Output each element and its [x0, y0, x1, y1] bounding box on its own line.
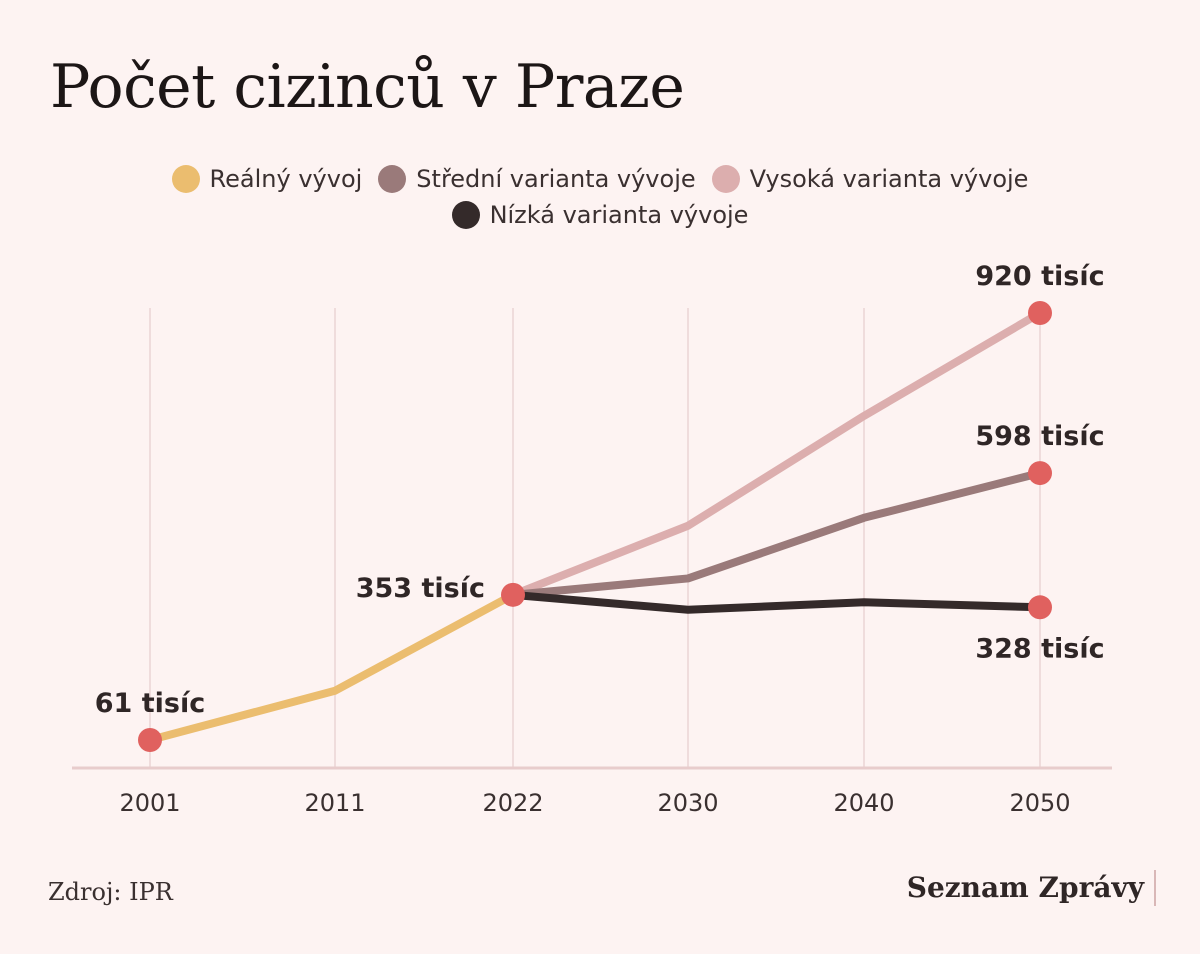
series-line — [509, 469, 1044, 599]
source-note: Zdroj: IPR — [48, 878, 173, 906]
legend-label-real: Reálný vývoj — [209, 165, 363, 193]
data-point-marker — [501, 582, 525, 607]
legend: Reálný vývoj Střední varianta vývoje Vys… — [0, 165, 1200, 229]
data-point-marker — [1028, 461, 1052, 486]
legend-label-low: Nízká varianta vývoje — [489, 201, 749, 229]
series-line — [509, 590, 1044, 614]
legend-item-high: Vysoká varianta vývoje — [711, 165, 1029, 193]
legend-row: Reálný vývoj Střední varianta vývoje Vys… — [0, 165, 1200, 193]
data-label: 598 tisíc — [975, 421, 1104, 452]
data-label: 61 tisíc — [95, 688, 205, 719]
legend-swatch-high — [711, 165, 740, 193]
x-tick-label: 2030 — [657, 789, 718, 817]
legend-label-high: Vysoká varianta vývoje — [749, 165, 1029, 193]
legend-label-medium: Střední varianta vývoje — [416, 165, 696, 193]
data-point-marker — [138, 728, 162, 752]
x-tick-label: 2050 — [1009, 789, 1070, 817]
x-tick-label: 2011 — [304, 789, 365, 817]
brand-logo: Seznam Zprávy — [907, 870, 1156, 906]
series-line — [509, 309, 1044, 599]
data-point-marker — [1028, 595, 1052, 620]
data-label: 353 tisíc — [356, 573, 485, 604]
x-tick-label: 2022 — [482, 789, 543, 817]
data-label: 328 tisíc — [975, 633, 1104, 664]
legend-swatch-real — [171, 165, 200, 193]
chart-title: Počet cizinců v Praze — [50, 52, 685, 122]
series-line — [146, 590, 517, 744]
legend-item-low: Nízká varianta vývoje — [451, 201, 749, 229]
legend-swatch-medium — [378, 165, 407, 193]
data-label: 920 tisíc — [975, 261, 1104, 292]
legend-swatch-low — [451, 201, 480, 229]
data-point-marker — [1028, 301, 1052, 325]
legend-item-real: Reálný vývoj — [171, 165, 363, 193]
legend-item-medium: Střední varianta vývoje — [378, 165, 696, 193]
legend-row: Nízká varianta vývoje — [0, 201, 1200, 229]
x-tick-label: 2040 — [833, 789, 894, 817]
x-tick-label: 2001 — [119, 789, 180, 817]
